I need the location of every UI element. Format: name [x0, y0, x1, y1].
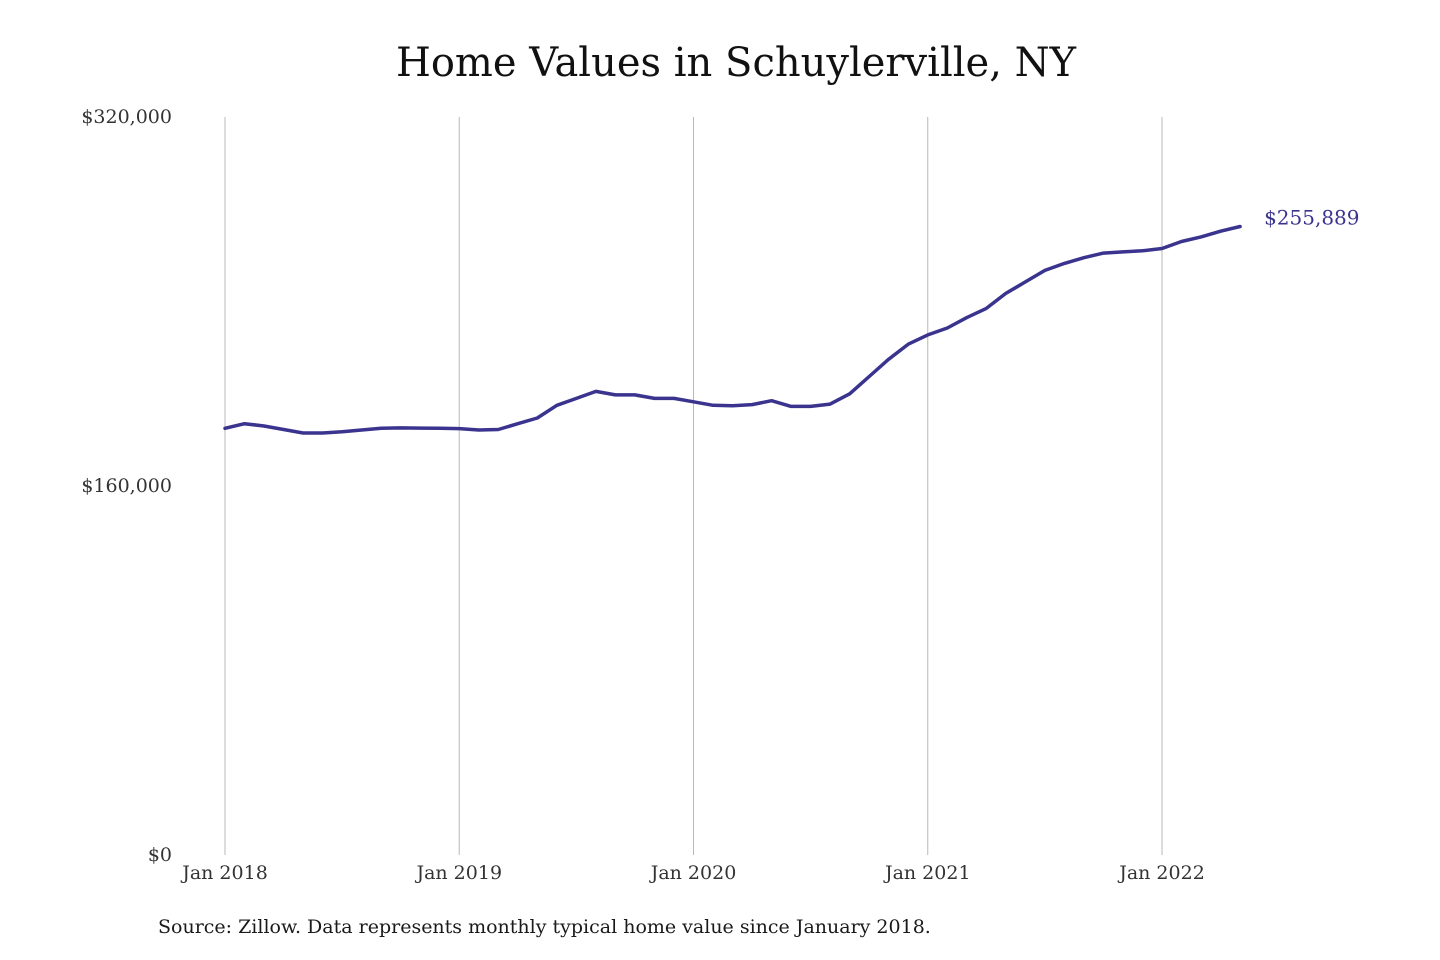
x-tick-label: Jan 2019: [414, 862, 502, 884]
x-tick-label: Jan 2021: [883, 862, 971, 884]
series-line: [223, 224, 1242, 435]
chart-title: Home Values in Schuylerville, NY: [395, 40, 1077, 86]
x-tick-label: Jan 2018: [180, 862, 268, 884]
x-tick-label: Jan 2020: [649, 862, 737, 884]
y-tick-label: $0: [148, 844, 172, 866]
source-note: Source: Zillow. Data represents monthly …: [158, 916, 931, 938]
end-value-label: $255,889: [1264, 206, 1359, 230]
x-tick-label: Jan 2022: [1117, 862, 1205, 884]
y-axis-tick-labels: $0 $160,000 $320,000: [81, 106, 172, 866]
x-axis-tick-labels: Jan 2018 Jan 2019 Jan 2020 Jan 2021 Jan 2022: [180, 862, 1205, 884]
y-tick-label: $320,000: [81, 106, 172, 128]
y-tick-label: $160,000: [81, 475, 172, 497]
gridlines: [224, 117, 1163, 855]
series-layer: $255,889: [223, 206, 1360, 435]
